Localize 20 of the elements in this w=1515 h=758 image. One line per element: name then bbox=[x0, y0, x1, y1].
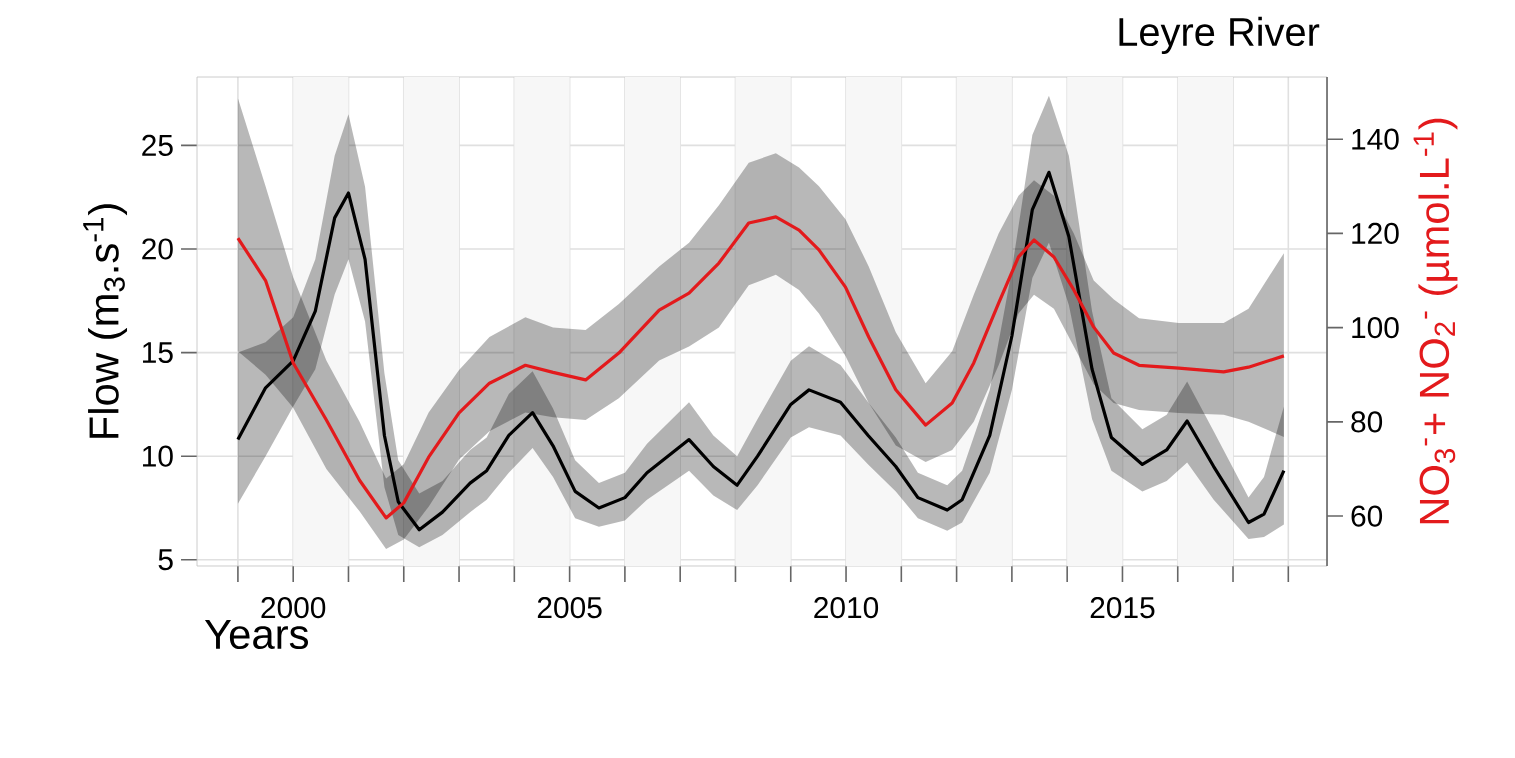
y-tick-label: 20 bbox=[142, 238, 173, 260]
x-tick-label: 2015 bbox=[1090, 597, 1155, 619]
x-axis-title: Years bbox=[204, 619, 309, 650]
y-tick-label: 5 bbox=[158, 549, 173, 571]
y-tick-label: 15 bbox=[143, 342, 173, 363]
line-series bbox=[236, 170, 1286, 532]
x-tick-label: 2005 bbox=[537, 597, 602, 619]
line-series bbox=[236, 215, 1286, 520]
y2-tick-label: 140 bbox=[1352, 128, 1399, 150]
text: NO$_{3}$$^{-}$+ NO$_{2}$$^{-}$ (µmol.L$^{-1}$) bbox=[1413, 118, 1458, 524]
y2-tick-label: 80 bbox=[1351, 411, 1383, 433]
y-tick-label: 25 bbox=[142, 134, 173, 156]
x-tick-label: 2000 bbox=[261, 597, 326, 619]
y2-tick-label: 120 bbox=[1352, 222, 1399, 244]
y2-tick-label: 60 bbox=[1351, 505, 1383, 527]
y-axis-title: Flow (m$_{3}$.s$^{-1}$) bbox=[83, 204, 128, 438]
x-tick-label: 2010 bbox=[814, 597, 879, 619]
y2-tick-label: 100 bbox=[1352, 317, 1399, 339]
chart-title: Leyre River bbox=[1119, 16, 1320, 55]
y-tick-label: 10 bbox=[143, 445, 173, 467]
